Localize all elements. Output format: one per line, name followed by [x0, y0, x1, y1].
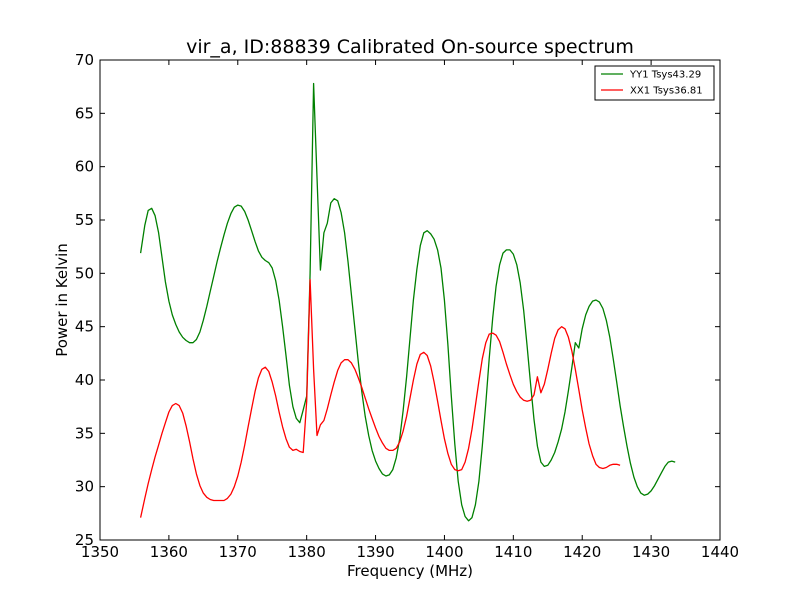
y-tick-label: 25 — [75, 531, 94, 549]
y-tick-label: 65 — [75, 104, 94, 122]
x-axis-label: Frequency (MHz) — [347, 562, 473, 580]
y-tick-label: 70 — [75, 51, 94, 69]
x-tick-label: 1370 — [219, 543, 257, 561]
series-line-yy1 — [139, 82, 676, 522]
axis-ticks: 1350 1360 1370 1380 1390 1400 1410 1420 1430 1440… — [75, 51, 739, 561]
plot-area — [100, 60, 720, 540]
plot-frame — [99, 59, 721, 541]
y-tick-label: 35 — [75, 424, 94, 442]
series-line-xx1 — [139, 279, 621, 518]
x-tick-label: 1430 — [632, 543, 670, 561]
x-tick-label: 1410 — [494, 543, 532, 561]
y-tick-label: 40 — [75, 371, 94, 389]
y-tick-label: 30 — [75, 478, 94, 496]
x-tick-label: 1350 — [81, 543, 119, 561]
x-tick-label: 1360 — [150, 543, 188, 561]
y-tick-label: 55 — [75, 211, 94, 229]
legend-box — [594, 65, 715, 101]
y-axis-label: Power in Kelvin — [53, 243, 71, 357]
legend-label-xx1: XX1 Tsys36.81 — [630, 86, 703, 97]
y-tick-label: 60 — [75, 158, 94, 176]
y-tick-label: 45 — [75, 318, 94, 336]
legend: YY1 Tsys43.29 XX1 Tsys36.81 — [594, 65, 715, 101]
legend-label-yy1: YY1 Tsys43.29 — [629, 70, 701, 81]
y-tick-label: 50 — [75, 264, 94, 282]
x-tick-label: 1390 — [356, 543, 394, 561]
x-tick-label: 1400 — [425, 543, 463, 561]
x-tick-label: 1440 — [701, 543, 739, 561]
series-layer — [139, 82, 676, 522]
x-tick-label: 1420 — [563, 543, 601, 561]
x-tick-label: 1380 — [288, 543, 326, 561]
chart-title: vir_a, ID:88839 Calibrated On-source spe… — [186, 36, 634, 58]
